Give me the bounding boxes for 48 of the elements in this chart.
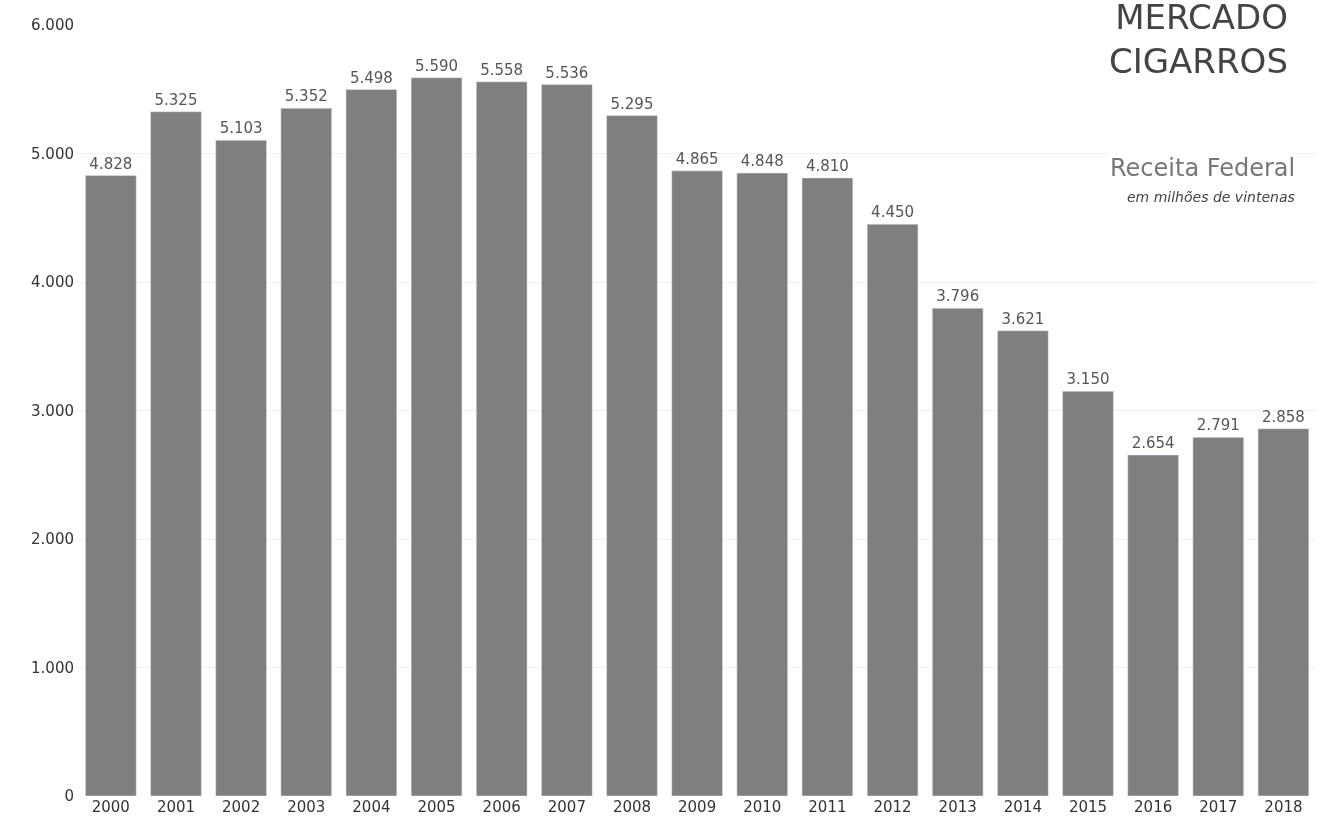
data-label: 5.536	[545, 63, 589, 82]
x-tick-label: 2017	[1199, 798, 1238, 816]
x-tick-label: 2012	[873, 798, 912, 816]
x-tick-label: 2015	[1068, 798, 1108, 816]
x-tick-label: 2006	[482, 798, 521, 816]
x-tick-label: 2001	[156, 798, 196, 816]
x-tick-label: 2018	[1264, 798, 1303, 816]
data-label: 5.325	[154, 90, 198, 109]
x-tick-label: 2005	[417, 798, 456, 816]
y-tick-label: 3.000	[31, 401, 74, 420]
data-label: 2.654	[1131, 433, 1175, 452]
data-label: 5.498	[349, 68, 393, 87]
data-label: 4.865	[675, 149, 719, 168]
x-tick-label: 2014	[1003, 798, 1042, 816]
data-label: 3.150	[1066, 370, 1110, 389]
data-label: 2.858	[1261, 407, 1305, 426]
chart-title: MERCADO CIGARROS	[1109, 0, 1288, 82]
x-tick-label: 2016	[1134, 798, 1173, 816]
x-tick-label: 2003	[287, 798, 326, 816]
x-tick-label: 2009	[678, 798, 717, 816]
data-label: 5.558	[480, 60, 524, 79]
data-label: 4.848	[740, 152, 784, 171]
data-label: 3.796	[936, 287, 980, 306]
data-label: 4.810	[805, 156, 849, 175]
x-tick-label: 2000	[91, 798, 130, 816]
data-label: 4.450	[871, 203, 915, 222]
data-label: 2.791	[1196, 416, 1240, 435]
data-label: 5.590	[415, 56, 459, 75]
y-tick-label: 2.000	[31, 530, 74, 549]
x-tick-label: 2010	[743, 798, 782, 816]
data-label: 5.295	[610, 94, 654, 113]
x-tick-label: 2013	[938, 798, 977, 816]
y-tick-label: 5.000	[31, 144, 74, 163]
text: Receita Federal	[1110, 154, 1296, 182]
data-label: 5.103	[219, 119, 263, 138]
x-tick-label: 2011	[808, 798, 847, 816]
annotation: em milhões de vintenas	[1127, 189, 1295, 205]
x-tick-label: 2002	[222, 798, 261, 816]
data-label: 5.352	[284, 87, 328, 106]
x-tick-label: 2007	[547, 798, 586, 816]
y-tick-label: 6.000	[31, 16, 74, 35]
y-tick-label: 0	[64, 787, 74, 806]
y-tick-label: 1.000	[31, 658, 74, 677]
data-label: 3.621	[1001, 309, 1045, 328]
x-tick-label: 2008	[612, 798, 652, 816]
y-tick-label: 4.000	[31, 273, 74, 292]
data-label: 4.828	[89, 154, 133, 173]
x-tick-label: 2004	[352, 798, 391, 816]
